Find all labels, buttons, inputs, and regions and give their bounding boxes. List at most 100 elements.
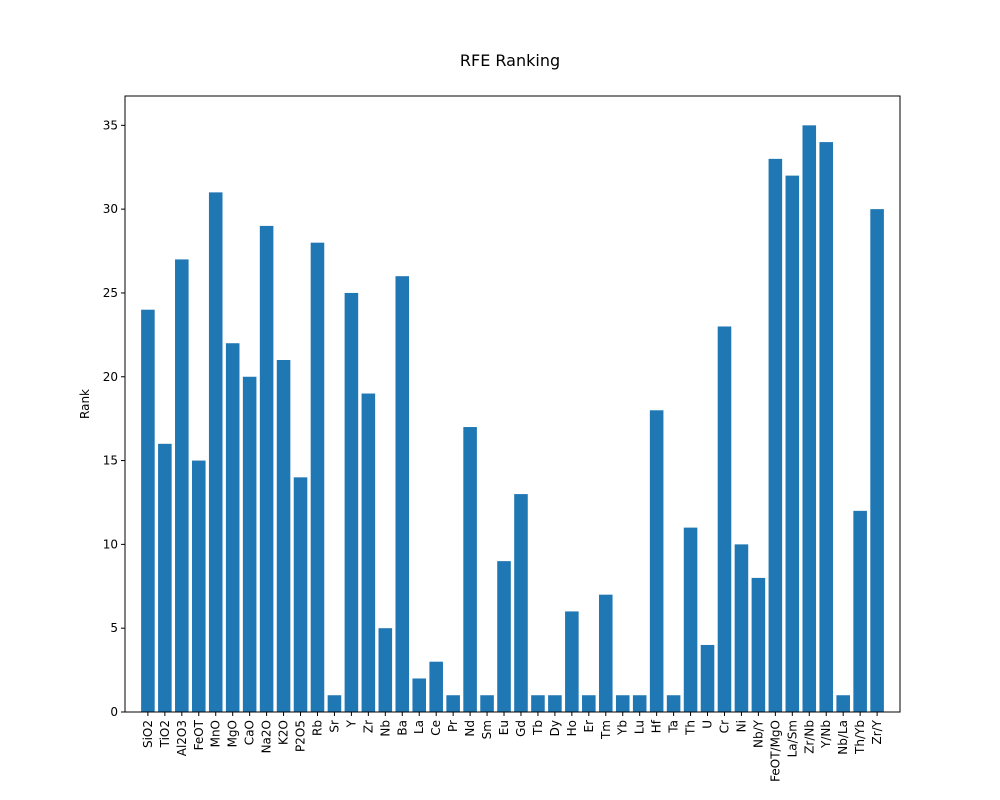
bar-eu — [497, 561, 511, 712]
x-tick-label: MnO — [209, 720, 223, 747]
y-tick-label: 15 — [103, 454, 118, 468]
bar-pr — [446, 695, 460, 712]
bar-mno — [208, 192, 223, 712]
bar-tio2 — [158, 443, 172, 712]
y-axis-label: Rank — [78, 389, 92, 419]
bar-feot-mgo — [768, 158, 783, 712]
bar-mgo — [225, 343, 240, 712]
bar-ni — [734, 544, 749, 712]
plot-frame — [124, 95, 901, 713]
x-tick-label: Pr — [446, 720, 460, 732]
x-tick-label: Zr — [361, 720, 375, 733]
y-axis: 0 5 10 15 20 25 30 35 — [103, 118, 125, 719]
x-tick-label: Nb/Y — [751, 719, 765, 748]
bar-er — [582, 695, 596, 712]
x-tick-label: SiO2 — [141, 720, 155, 748]
x-tick-label: Th/Yb — [853, 720, 867, 755]
y-tick-label: 25 — [103, 286, 118, 300]
x-tick-label: Hf — [650, 719, 664, 733]
bar-yb — [615, 695, 630, 712]
y-tick-label: 10 — [103, 537, 118, 551]
x-tick-label: Gd — [514, 720, 528, 737]
x-tick-label: Zr/Nb — [802, 720, 816, 754]
bar-gd — [514, 494, 528, 712]
y-tick-label: 5 — [110, 621, 118, 635]
x-tick-label: Zr/Y — [870, 719, 884, 744]
bar-ta — [666, 695, 681, 712]
x-tick-label: Ce — [429, 720, 443, 736]
bar-la — [412, 678, 427, 712]
x-tick-label: Nd — [463, 720, 477, 737]
x-tick-label: Tb — [531, 720, 545, 736]
x-tick-label: U — [701, 720, 715, 729]
bar-dy — [548, 695, 562, 712]
bar-tb — [531, 695, 545, 712]
bar-sm — [480, 695, 494, 712]
bar-k2o — [276, 360, 291, 712]
bar-zr — [361, 393, 376, 712]
bar-nd — [463, 427, 477, 712]
x-tick-label: La — [412, 720, 426, 734]
x-tick-label: Nb — [378, 720, 392, 737]
x-tick-label: Ba — [395, 720, 409, 736]
x-tick-label: Tm — [599, 720, 613, 740]
y-tick-label: 20 — [103, 370, 118, 384]
x-tick-label: Lu — [633, 720, 647, 734]
x-tick-label: FeOT — [192, 719, 206, 750]
x-tick-label: Sr — [327, 720, 341, 733]
bar-th-yb — [853, 510, 867, 712]
x-tick-label: Cr — [717, 720, 731, 733]
x-tick-label: TiO2 — [158, 720, 172, 748]
x-tick-label: CaO — [243, 720, 257, 745]
bar-hf — [649, 410, 664, 712]
bar-na2o — [259, 225, 274, 712]
x-tick-label: Ho — [565, 720, 579, 736]
x-tick-label: La/Sm — [785, 720, 799, 757]
bars-group — [141, 125, 884, 713]
x-axis: SiO2 TiO2 Al2O3 FeOT MnO MgO CaO Na2O K2O P2O5 Rb S… — [141, 712, 884, 782]
bar-ba — [395, 276, 410, 712]
bar-la-sm — [785, 175, 800, 713]
bar-th — [683, 527, 698, 712]
bar-feot — [191, 460, 206, 712]
bar-cr — [717, 326, 732, 712]
x-tick-label: MgO — [226, 720, 240, 747]
x-tick-label: Eu — [497, 720, 511, 735]
bar-lu — [632, 695, 647, 712]
bar-u — [700, 644, 715, 712]
x-tick-label: Rb — [310, 720, 324, 736]
bar-y-nb — [819, 142, 834, 713]
bar-nb — [378, 628, 393, 712]
x-tick-label: Th — [684, 720, 698, 736]
bar-zr-nb — [802, 125, 817, 713]
bar-sr — [327, 695, 342, 712]
x-tick-label: Sm — [480, 720, 494, 739]
y-tick-label: 35 — [103, 118, 118, 132]
bar-nb-la — [836, 695, 850, 712]
x-tick-label: Y/Nb — [819, 720, 833, 749]
x-tick-label: Er — [582, 720, 596, 733]
x-tick-label: Ta — [667, 720, 681, 734]
x-tick-label: Yb — [616, 720, 630, 736]
bar-ce — [429, 661, 443, 712]
x-tick-label: Na2O — [260, 720, 274, 753]
bar-zr-y — [870, 209, 884, 712]
x-tick-label: Nb/La — [836, 720, 850, 755]
x-tick-label: FeOT/MgO — [768, 720, 782, 782]
bar-p2o5 — [293, 477, 308, 712]
x-tick-label: P2O5 — [294, 720, 308, 752]
bar-cao — [242, 376, 257, 712]
bar-nb-y — [751, 577, 766, 712]
x-tick-label: Al2O3 — [175, 720, 189, 756]
chart-title: RFE Ranking — [460, 51, 560, 70]
x-tick-label: Dy — [548, 720, 562, 736]
bar-rb — [310, 242, 325, 712]
x-tick-label: Y — [344, 719, 358, 728]
y-tick-label: 0 — [110, 705, 118, 719]
bar-tm — [598, 594, 613, 712]
x-tick-label: Ni — [734, 720, 748, 732]
bar-sio2 — [141, 309, 155, 712]
bar-al2o3 — [175, 259, 189, 712]
y-tick-label: 30 — [103, 202, 118, 216]
